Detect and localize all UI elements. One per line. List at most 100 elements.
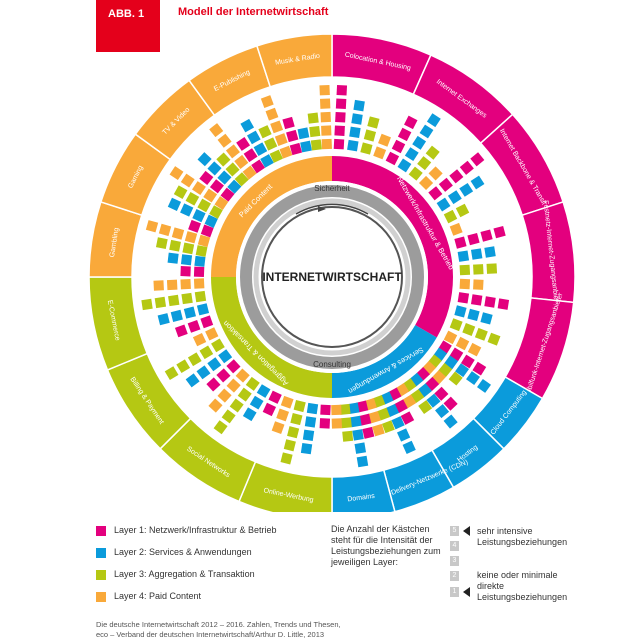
intensity-square bbox=[462, 323, 476, 336]
intensity-square bbox=[347, 139, 359, 152]
intensity-square bbox=[218, 349, 233, 364]
intensity-square bbox=[435, 404, 450, 419]
intensity-square bbox=[484, 246, 496, 258]
intensity-square bbox=[477, 378, 491, 393]
intensity-square bbox=[192, 332, 207, 347]
intensity-square bbox=[180, 266, 191, 277]
source-note: Die deutsche Internetwirtschaft 2012 – 2… bbox=[96, 620, 341, 640]
intensity-square bbox=[349, 126, 361, 139]
intensity-square bbox=[286, 129, 299, 143]
scale-box-4: 4 bbox=[450, 541, 459, 551]
intensity-square bbox=[170, 309, 183, 322]
intensity-square bbox=[166, 279, 178, 291]
intensity-square bbox=[169, 239, 181, 252]
intensity-square bbox=[242, 407, 257, 422]
intensity-square bbox=[197, 198, 211, 213]
intensity-square bbox=[236, 137, 251, 151]
intensity-square bbox=[204, 214, 218, 228]
intensity-square bbox=[412, 135, 427, 150]
intensity-square bbox=[467, 308, 480, 322]
intensity-square bbox=[394, 399, 408, 413]
core-rings: Sicherheit Consulting INTERNETWIRTSCHAFT bbox=[236, 181, 428, 373]
intensity-square bbox=[265, 107, 279, 121]
intensity-square bbox=[234, 172, 249, 187]
center-circle bbox=[261, 206, 403, 348]
intensity-square bbox=[447, 190, 462, 205]
intensity-square bbox=[176, 359, 191, 374]
legend-label: Layer 4: Paid Content bbox=[114, 591, 202, 601]
intensity-square bbox=[306, 402, 319, 415]
intensity-square bbox=[396, 428, 411, 442]
intensity-square bbox=[194, 255, 206, 267]
intensity-square bbox=[335, 111, 346, 123]
legend-swatch bbox=[96, 570, 106, 580]
intensity-square bbox=[245, 376, 260, 391]
legend-swatch bbox=[96, 592, 106, 602]
intensity-square bbox=[354, 442, 367, 454]
arrow-left-icon bbox=[463, 587, 470, 597]
segment-layer2 bbox=[331, 469, 396, 512]
intensity-square bbox=[436, 197, 451, 212]
intensity-square bbox=[282, 116, 295, 130]
intensity-square bbox=[297, 127, 310, 140]
intensity-square bbox=[216, 152, 231, 167]
intensity-square bbox=[400, 411, 415, 425]
intensity-square bbox=[196, 303, 210, 316]
intensity-square bbox=[428, 186, 443, 201]
intensity-square bbox=[155, 237, 168, 250]
intensity-square bbox=[226, 359, 241, 374]
intensity-square bbox=[467, 232, 480, 246]
intensity-square bbox=[443, 330, 458, 345]
intensity-square bbox=[195, 245, 208, 257]
intensity-square bbox=[373, 146, 387, 160]
legend-layer3: Layer 3: Aggregation & Transaktion bbox=[96, 568, 336, 582]
intensity-square bbox=[459, 160, 474, 175]
intensity-square bbox=[362, 426, 375, 439]
scale-high-label: sehr intensive Leistungsbeziehungen bbox=[477, 526, 568, 547]
intensity-square bbox=[359, 413, 372, 426]
intensity-square bbox=[480, 229, 493, 242]
scale-low-label: keine oder minimale direkte Leistungsbez… bbox=[477, 570, 568, 602]
legend-layer4: Layer 4: Paid Content bbox=[96, 590, 336, 604]
intensity-square bbox=[320, 111, 331, 123]
intensity-square bbox=[459, 182, 474, 197]
intensity-square bbox=[426, 113, 441, 128]
scale-box-1: 1 bbox=[450, 587, 459, 597]
intensity-square bbox=[209, 205, 223, 219]
intensity-square bbox=[321, 125, 332, 136]
intensity-square bbox=[173, 185, 188, 200]
intensity-square bbox=[470, 152, 485, 167]
intensity-square bbox=[391, 416, 405, 430]
intensity-square bbox=[199, 345, 214, 360]
intensity-square bbox=[480, 312, 493, 325]
intensity-square bbox=[381, 420, 395, 434]
intensity-square bbox=[397, 158, 412, 173]
legend-label: Layer 1: Netzwerk/Infrastruktur & Betrie… bbox=[114, 525, 277, 535]
intensity-square bbox=[404, 115, 418, 130]
intensity-square bbox=[268, 390, 282, 404]
intensity-square bbox=[360, 142, 373, 155]
intensity-square bbox=[426, 393, 441, 408]
intensity-square bbox=[199, 170, 214, 185]
intensity-square bbox=[449, 318, 463, 332]
intensity-square bbox=[307, 112, 319, 124]
intensity-square bbox=[417, 156, 432, 171]
intensity-square bbox=[145, 220, 159, 233]
intensity-square bbox=[397, 127, 412, 142]
legend-label: Layer 2: Services & Anwendungen bbox=[114, 547, 252, 557]
intensity-square bbox=[192, 181, 206, 196]
intensity-square bbox=[269, 149, 283, 163]
intensity-square bbox=[473, 279, 484, 290]
legend-label: Layer 3: Aggregation & Transaktion bbox=[114, 569, 255, 579]
intensity-square bbox=[205, 327, 219, 341]
security-consulting-ring bbox=[240, 185, 424, 369]
intensity-square bbox=[141, 298, 153, 311]
intensity-square bbox=[351, 113, 363, 125]
intensity-square bbox=[497, 298, 510, 310]
intensity-square bbox=[470, 175, 485, 190]
intensity-square bbox=[443, 414, 458, 429]
intensity-square bbox=[408, 166, 423, 181]
layer-band-layer1 bbox=[332, 156, 453, 338]
intensity-square bbox=[247, 130, 261, 145]
